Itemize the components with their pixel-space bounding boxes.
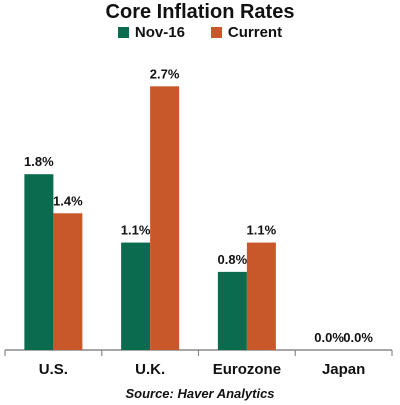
data-label: 1.8%	[24, 154, 54, 169]
category-label: U.S.	[39, 361, 68, 378]
bar-current-us	[53, 213, 83, 350]
legend-item-series-1: Nov-16	[117, 24, 185, 41]
category-label: U.K.	[135, 361, 165, 378]
data-label: 0.0%	[343, 330, 373, 345]
chart-title: Core Inflation Rates	[105, 1, 295, 23]
legend-item-series-2: Current	[210, 24, 283, 41]
bar-nov-16-eurozone	[217, 271, 247, 350]
legend-swatch-series-1	[117, 27, 129, 38]
chart-source: Source: Haver Analytics	[125, 386, 275, 401]
legend-swatch-series-2	[210, 27, 222, 38]
data-label: 2.7%	[150, 66, 180, 81]
data-label: 0.0%	[314, 330, 344, 345]
data-label: 1.1%	[247, 223, 277, 238]
data-label: 1.4%	[53, 193, 83, 208]
bar-current-uk	[150, 86, 180, 351]
bar-nov-16-us	[24, 174, 54, 350]
data-label: 1.1%	[121, 223, 151, 238]
chart-legend: Nov-16 Current	[0, 24, 400, 41]
legend-label-series-1: Nov-16	[134, 24, 185, 41]
category-label: Japan	[322, 361, 365, 378]
data-label: 0.8%	[218, 252, 248, 267]
legend-label-series-2: Current	[227, 24, 283, 41]
bar-nov-16-uk	[121, 242, 151, 350]
category-label: Eurozone	[213, 361, 281, 378]
bar-current-eurozone	[246, 242, 276, 350]
